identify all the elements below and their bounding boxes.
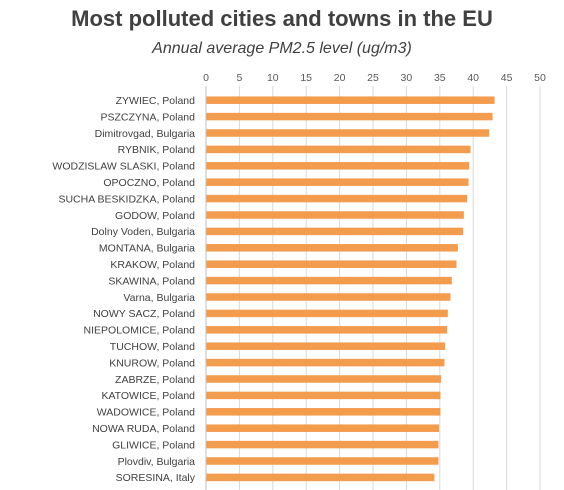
category-label: KNUROW, Poland (109, 357, 195, 369)
x-tick-label: 25 (367, 72, 379, 84)
bar (206, 408, 441, 416)
bar (206, 112, 493, 121)
x-tick-label: 40 (467, 72, 479, 84)
bar (206, 244, 458, 252)
x-tick-label: 10 (267, 72, 279, 84)
category-label: KRAKOW, Poland (110, 259, 195, 271)
category-label: TUCHOW, Poland (110, 341, 195, 353)
category-label: SORESINA, Italy (116, 472, 196, 484)
x-tick-label: 50 (534, 72, 546, 84)
category-label: Dimitrovgad, Bulgaria (95, 128, 196, 140)
category-label: Plovdiv, Bulgaria (118, 456, 196, 468)
category-label: Varna, Bulgaria (123, 292, 195, 304)
bar (206, 162, 470, 170)
category-label: NOWA RUDA, Poland (92, 423, 195, 435)
category-label: PSZCZYNA, Poland (100, 111, 195, 123)
x-tick-label: 15 (300, 72, 312, 84)
bar (206, 129, 490, 137)
x-tick-label: 20 (334, 72, 346, 84)
x-tick-label: 35 (434, 72, 446, 84)
chart-subtitle: Annual average PM2.5 level (ug/m3) (152, 40, 412, 57)
category-label: WODZISLAW SLASKI, Poland (52, 161, 195, 173)
x-tick-label: 30 (401, 72, 413, 84)
category-label: ZABRZE, Poland (115, 374, 195, 386)
bar (206, 424, 440, 432)
bar (206, 326, 448, 334)
category-label: SUCHA BESKIDZKA, Poland (58, 193, 195, 205)
bar (206, 342, 446, 350)
bar (206, 358, 445, 367)
category-label: GODOW, Poland (115, 210, 195, 222)
bar (206, 260, 457, 268)
bar (206, 293, 451, 301)
category-label: Dolny Voden, Bulgaria (91, 226, 195, 238)
category-label: MONTANA, Bulgaria (99, 243, 195, 255)
bar (206, 145, 471, 154)
category-label: ZYWIEC, Poland (116, 95, 196, 107)
category-label: OPOCZNO, Poland (103, 177, 195, 189)
x-tick-label: 0 (203, 72, 209, 84)
bar (206, 375, 442, 383)
bar (206, 178, 469, 186)
bar (206, 457, 439, 465)
category-label: NOWY SACZ, Poland (93, 308, 195, 320)
category-label: GLIWICE, Poland (112, 439, 195, 451)
bar (206, 276, 452, 285)
category-label: NIEPOLOMICE, Poland (84, 325, 196, 337)
bar (206, 391, 441, 400)
x-tick-label: 5 (236, 72, 242, 84)
category-label: KATOWICE, Poland (101, 390, 195, 402)
bar (206, 194, 468, 203)
bar (206, 440, 439, 449)
chart-title: Most polluted cities and towns in the EU (71, 6, 493, 31)
category-label: WADOWICE, Poland (97, 407, 195, 419)
bar (206, 211, 464, 219)
x-tick-label: 45 (501, 72, 513, 84)
category-label: SKAWINA, Poland (108, 275, 195, 287)
category-label: RYBNIK, Poland (118, 144, 196, 156)
bar (206, 473, 435, 482)
bar (206, 227, 464, 236)
bar (206, 96, 495, 104)
bar (206, 309, 448, 318)
